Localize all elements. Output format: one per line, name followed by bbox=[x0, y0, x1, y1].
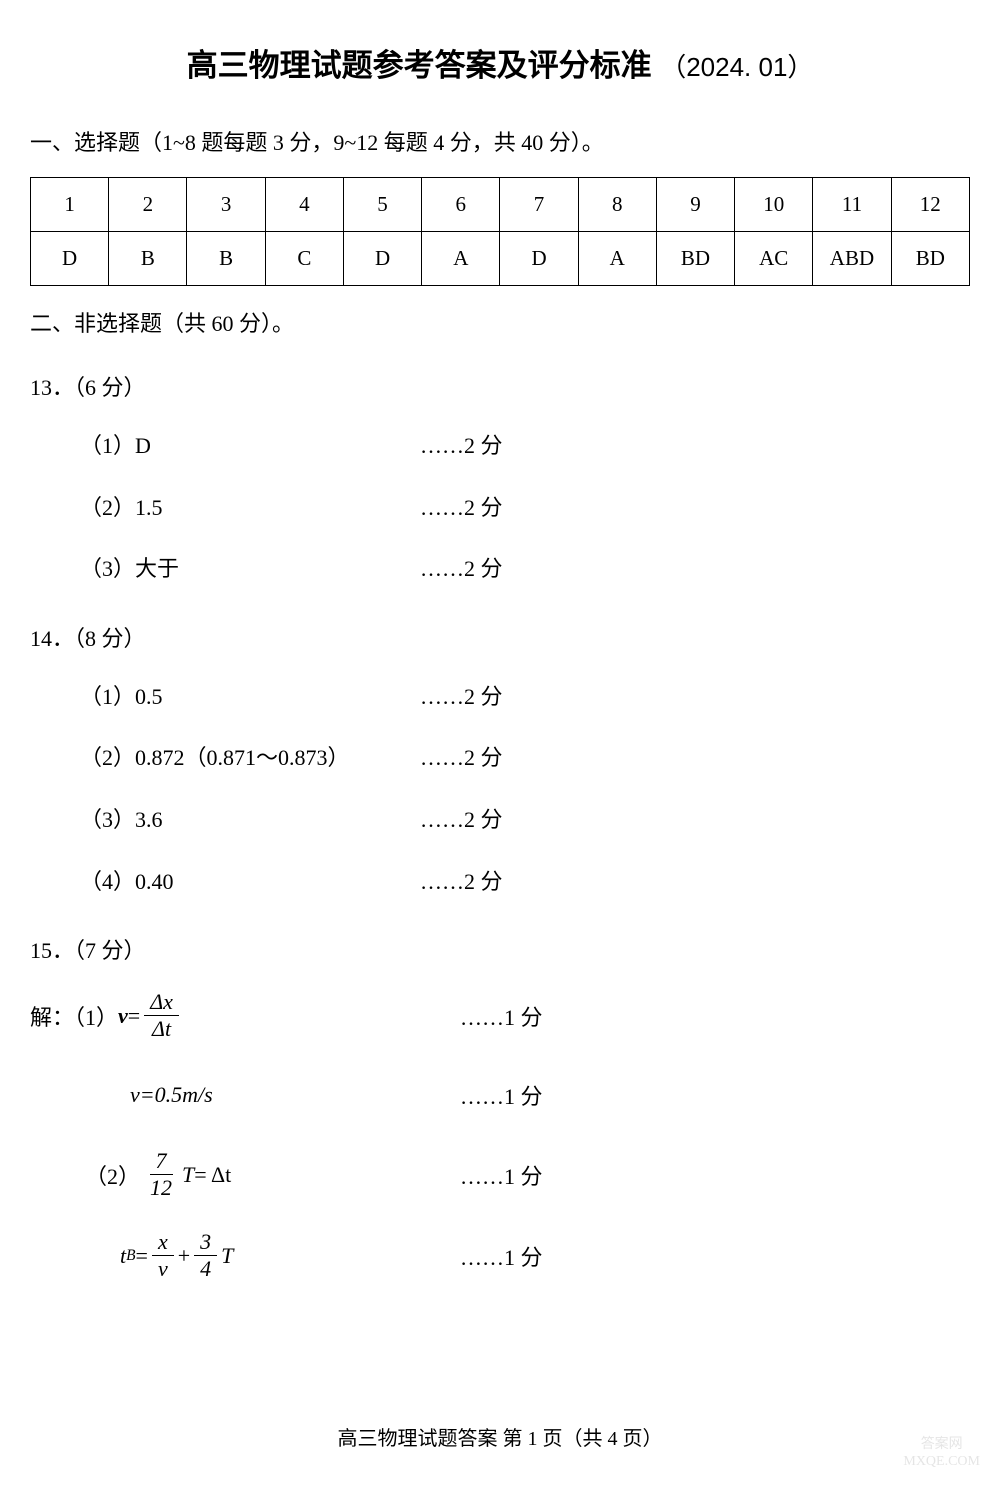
table-cell: A bbox=[578, 232, 656, 286]
table-cell: BD bbox=[891, 232, 969, 286]
page-title: 高三物理试题参考答案及评分标准 （2024. 01） bbox=[30, 40, 970, 85]
formula-plus: + bbox=[178, 1243, 190, 1269]
table-row: D B B C D A D A BD AC ABD BD bbox=[31, 232, 970, 286]
formula-var: T bbox=[182, 1162, 194, 1188]
answer-row: （3）3.6 ……2 分 bbox=[80, 800, 970, 840]
formula: v=0.5m/s bbox=[130, 1082, 213, 1108]
table-cell: 8 bbox=[578, 178, 656, 232]
table-cell: D bbox=[343, 232, 421, 286]
fraction-num: Δx bbox=[144, 989, 179, 1016]
formula-eq: = bbox=[128, 1003, 140, 1029]
table-cell: 4 bbox=[265, 178, 343, 232]
answer-points: ……2 分 bbox=[420, 738, 570, 778]
solution-points: ……1 分 bbox=[460, 1159, 610, 1191]
solution-label: v=0.5m/s bbox=[130, 1082, 460, 1108]
answer-points: ……2 分 bbox=[420, 488, 570, 528]
table-cell: 12 bbox=[891, 178, 969, 232]
table-cell: AC bbox=[735, 232, 813, 286]
page-footer: 高三物理试题答案 第 1 页（共 4 页） bbox=[0, 1422, 1000, 1451]
table-cell: 9 bbox=[656, 178, 734, 232]
answer-label: （1）0.5 bbox=[80, 677, 420, 717]
table-cell: B bbox=[109, 232, 187, 286]
fraction-den: 12 bbox=[144, 1175, 178, 1201]
solution-row: t B = x v + 3 4 T ……1 分 bbox=[120, 1229, 970, 1282]
fraction-num: x bbox=[152, 1229, 174, 1256]
answer-row: （4）0.40 ……2 分 bbox=[80, 862, 970, 902]
title-main: 高三物理试题参考答案及评分标准 bbox=[187, 48, 652, 83]
part2-prefix: （2） bbox=[85, 1159, 140, 1191]
table-cell: D bbox=[31, 232, 109, 286]
fraction-den: Δt bbox=[146, 1016, 177, 1042]
formula: v = Δx Δt bbox=[118, 989, 183, 1042]
fraction-den: 4 bbox=[194, 1256, 217, 1282]
formula-subscript: B bbox=[126, 1247, 135, 1265]
q15-header: 15．（7 分） bbox=[30, 933, 970, 965]
answer-row: （2）0.872（0.871～0.873） ……2 分 bbox=[80, 738, 970, 778]
table-cell: 2 bbox=[109, 178, 187, 232]
formula-var: v bbox=[118, 1003, 128, 1029]
table-cell: C bbox=[265, 232, 343, 286]
table-row: 1 2 3 4 5 6 7 8 9 10 11 12 bbox=[31, 178, 970, 232]
watermark-line2: MXQE.COM bbox=[903, 1454, 980, 1471]
answer-table: 1 2 3 4 5 6 7 8 9 10 11 12 D B B C D A D… bbox=[30, 177, 970, 286]
fraction-num: 3 bbox=[194, 1229, 217, 1256]
table-cell: ABD bbox=[813, 232, 891, 286]
solution-points: ……1 分 bbox=[460, 1079, 610, 1111]
table-cell: D bbox=[500, 232, 578, 286]
answer-row: （1）D ……2 分 bbox=[80, 426, 970, 466]
answer-points: ……2 分 bbox=[420, 800, 570, 840]
table-cell: 3 bbox=[187, 178, 265, 232]
solution-points: ……1 分 bbox=[460, 1000, 610, 1032]
answer-label: （2）1.5 bbox=[80, 488, 420, 528]
watermark-line1: 答案网 bbox=[903, 1437, 980, 1454]
formula-var: T bbox=[221, 1243, 233, 1269]
fraction: x v bbox=[152, 1229, 174, 1282]
solution-label: 解：（1） v = Δx Δt bbox=[30, 989, 460, 1042]
table-cell: B bbox=[187, 232, 265, 286]
table-cell: 11 bbox=[813, 178, 891, 232]
watermark: 答案网 MXQE.COM bbox=[903, 1437, 980, 1471]
table-cell: BD bbox=[656, 232, 734, 286]
table-cell: 10 bbox=[735, 178, 813, 232]
solution-row: 解：（1） v = Δx Δt ……1 分 bbox=[30, 989, 970, 1042]
formula: 7 12 T = Δt bbox=[140, 1148, 231, 1201]
fraction: 3 4 bbox=[194, 1229, 217, 1282]
formula-eq: = Δt bbox=[194, 1162, 231, 1188]
solution-prefix: 解：（1） bbox=[30, 1000, 118, 1032]
formula: t B = x v + 3 4 T bbox=[120, 1229, 233, 1282]
solution-row: v=0.5m/s ……1 分 bbox=[130, 1070, 970, 1120]
fraction: Δx Δt bbox=[144, 989, 179, 1042]
table-cell: 7 bbox=[500, 178, 578, 232]
section1-heading: 一、选择题（1~8 题每题 3 分，9~12 每题 4 分，共 40 分）。 bbox=[30, 125, 970, 157]
answer-row: （3）大于 ……2 分 bbox=[80, 549, 970, 589]
answer-label: （3）大于 bbox=[80, 549, 420, 589]
answer-points: ……2 分 bbox=[420, 862, 570, 902]
q13-header: 13．（6 分） bbox=[30, 370, 970, 402]
answer-label: （3）3.6 bbox=[80, 800, 420, 840]
fraction-num: 7 bbox=[150, 1148, 173, 1175]
answer-label: （4）0.40 bbox=[80, 862, 420, 902]
table-cell: 5 bbox=[343, 178, 421, 232]
answer-row: （2）1.5 ……2 分 bbox=[80, 488, 970, 528]
fraction: 7 12 bbox=[144, 1148, 178, 1201]
q14-header: 14．（8 分） bbox=[30, 621, 970, 653]
answer-points: ……2 分 bbox=[420, 549, 570, 589]
solution-row: （2） 7 12 T = Δt ……1 分 bbox=[85, 1148, 970, 1201]
answer-row: （1）0.5 ……2 分 bbox=[80, 677, 970, 717]
table-cell: 1 bbox=[31, 178, 109, 232]
formula-eq: = bbox=[136, 1243, 148, 1269]
solution-label: t B = x v + 3 4 T bbox=[120, 1229, 460, 1282]
answer-points: ……2 分 bbox=[420, 677, 570, 717]
answer-label: （2）0.872（0.871～0.873） bbox=[80, 738, 420, 778]
section2-heading: 二、非选择题（共 60 分）。 bbox=[30, 306, 970, 338]
answer-label: （1）D bbox=[80, 426, 420, 466]
title-date: （2024. 01） bbox=[660, 52, 813, 82]
solution-label: （2） 7 12 T = Δt bbox=[85, 1148, 460, 1201]
table-cell: 6 bbox=[422, 178, 500, 232]
solution-points: ……1 分 bbox=[460, 1240, 610, 1272]
answer-points: ……2 分 bbox=[420, 426, 570, 466]
fraction-den: v bbox=[152, 1256, 174, 1282]
table-cell: A bbox=[422, 232, 500, 286]
